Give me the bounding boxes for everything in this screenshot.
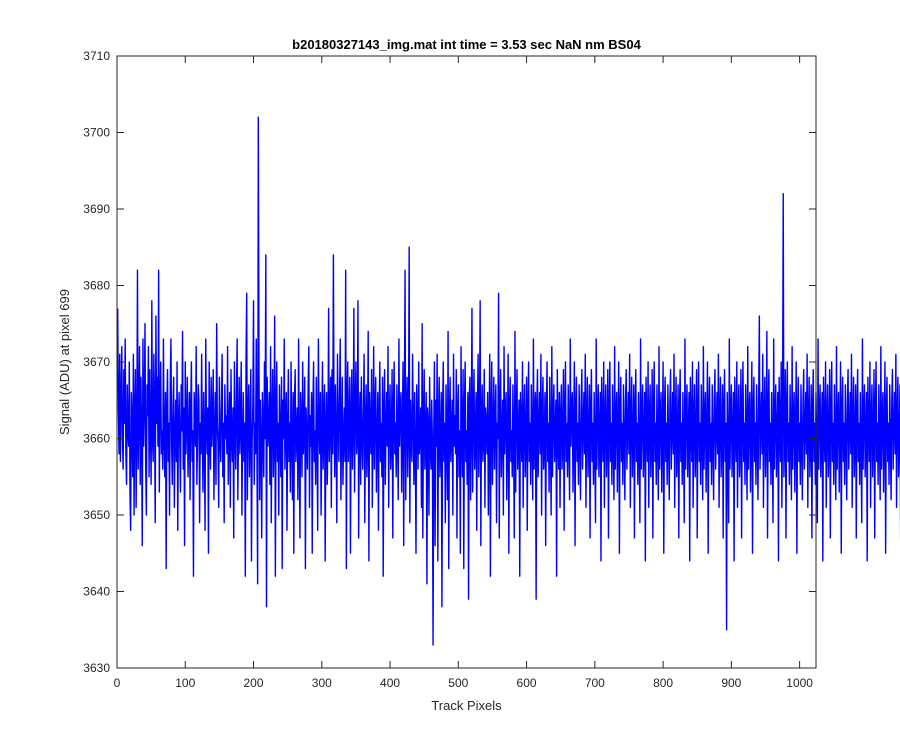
y-tick-label: 3680 bbox=[83, 279, 110, 293]
x-tick-label: 300 bbox=[312, 676, 332, 690]
x-tick-label: 200 bbox=[244, 676, 264, 690]
data-layer bbox=[116, 116, 900, 646]
x-tick-label: 400 bbox=[380, 676, 400, 690]
x-tick-label: 0 bbox=[114, 676, 121, 690]
x-tick-label: 800 bbox=[653, 676, 673, 690]
x-axis-ticks: 0 100 200 300 400 500 600 700 800 900 1000 bbox=[114, 56, 813, 690]
y-tick-label: 3650 bbox=[83, 508, 110, 522]
chart-title: b20180327143_img.mat int time = 3.53 sec… bbox=[292, 37, 641, 52]
y-tick-label: 3710 bbox=[83, 49, 110, 63]
y-tick-label: 3630 bbox=[83, 661, 110, 675]
plot-area-background bbox=[117, 56, 816, 668]
x-tick-label: 500 bbox=[448, 676, 468, 690]
x-tick-label: 100 bbox=[175, 676, 195, 690]
x-tick-label: 900 bbox=[721, 676, 741, 690]
axes-box bbox=[116, 55, 817, 669]
x-axis-label: Track Pixels bbox=[431, 698, 502, 713]
y-axis-ticks: 3630 3640 3650 3660 3670 3680 3690 3700 3710 bbox=[83, 49, 816, 675]
y-tick-label: 3640 bbox=[83, 585, 110, 599]
y-tick-label: 3690 bbox=[83, 202, 110, 216]
x-tick-label: 700 bbox=[585, 676, 605, 690]
y-tick-label: 3660 bbox=[83, 432, 110, 446]
y-tick-label: 3700 bbox=[83, 126, 110, 140]
x-tick-label: 1000 bbox=[786, 676, 813, 690]
y-axis-label: Signal (ADU) at pixel 699 bbox=[57, 289, 72, 435]
y-tick-label: 3670 bbox=[83, 355, 110, 369]
x-tick-label: 600 bbox=[517, 676, 537, 690]
series-line-0 bbox=[116, 116, 900, 646]
